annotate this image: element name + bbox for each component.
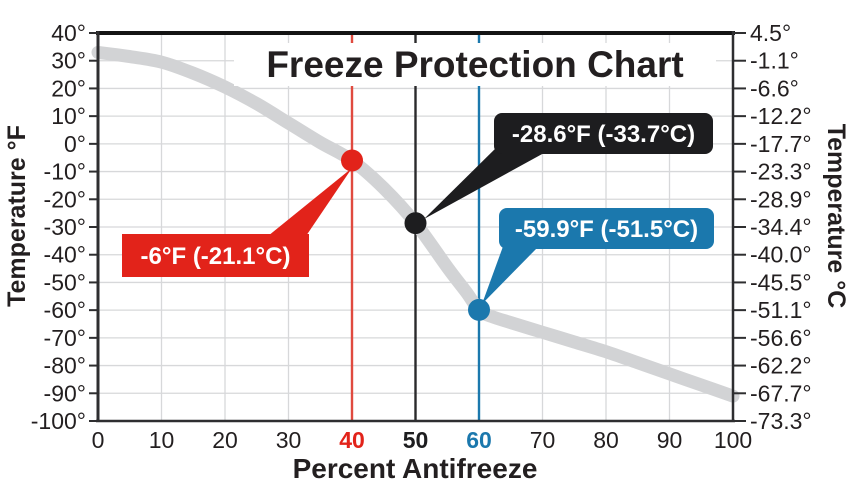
f-tick-label: -90°	[44, 380, 86, 406]
x-tick-label-30: 30	[276, 427, 302, 453]
c-tick-label: -34.4°	[750, 214, 812, 240]
callout-40: -6°F (-21.1°C)	[122, 168, 352, 277]
x-axis-title: Percent Antifreeze	[293, 453, 538, 484]
x-tick-label-80: 80	[593, 427, 619, 453]
x-tick-label-100: 100	[714, 427, 752, 453]
title-background	[234, 43, 716, 86]
f-tick-label: -60°	[44, 297, 86, 323]
c-tick-label: -23.3°	[750, 159, 812, 185]
c-tick-label: -51.1°	[750, 297, 812, 323]
callout-box	[499, 208, 714, 249]
x-tick-label-0: 0	[92, 427, 105, 453]
f-tick-label: 40°	[51, 20, 86, 46]
x-tick-label-70: 70	[530, 427, 556, 453]
c-tick-label: -1.1°	[750, 48, 799, 74]
data-point-60	[468, 298, 490, 321]
x-tick-label-20: 20	[212, 427, 238, 453]
x-tick-label-10: 10	[149, 427, 175, 453]
callout-50: -28.6°F (-33.7°C)	[424, 113, 713, 219]
data-point-40	[341, 149, 363, 172]
x-tick-label-60: 60	[466, 427, 492, 453]
c-tick-label: -56.6°	[750, 325, 812, 351]
f-tick-label: -80°	[44, 353, 86, 379]
y-axis-title-fahrenheit: Temperature °F	[3, 125, 31, 307]
c-tick-label: -62.2°	[750, 353, 812, 379]
x-tick-label-90: 90	[657, 427, 683, 453]
chart-title-group: Freeze Protection Chart	[234, 43, 716, 86]
f-tick-label: 10°	[51, 103, 86, 129]
c-tick-label: -67.7°	[750, 380, 812, 406]
callout-60: -59.9°F (-51.5°C)	[482, 208, 714, 304]
freeze-point-curve	[91, 45, 740, 403]
callout-label: -6°F (-21.1°C)	[141, 243, 291, 270]
f-tick-label: -50°	[44, 269, 86, 295]
c-tick-label: -28.9°	[750, 186, 812, 212]
x-tick-label-50: 50	[403, 427, 429, 453]
y-axis-title-celsius: Temperature °C	[822, 124, 850, 309]
c-tick-label: -6.6°	[750, 75, 799, 101]
callouts: -6°F (-21.1°C) -28.6°F (-33.7°C) -59.9°F (…	[122, 113, 714, 304]
f-tick-label: -20°	[44, 186, 86, 212]
x-tick-label-40: 40	[339, 427, 365, 453]
data-point-50	[404, 212, 427, 235]
callout-tail	[482, 241, 537, 304]
callout-tail	[424, 144, 544, 219]
f-tick-label: -40°	[44, 242, 86, 268]
callout-label: -28.6°F (-33.7°C)	[512, 121, 695, 148]
c-tick-label: -17.7°	[750, 131, 812, 157]
c-tick-label: -40.0°	[750, 242, 812, 268]
c-tick-label: 4.5°	[750, 20, 791, 46]
callout-box	[122, 234, 309, 277]
callout-box	[494, 113, 713, 154]
c-tick-label: -45.5°	[750, 269, 812, 295]
c-tick-label: -12.2°	[750, 103, 812, 129]
f-tick-label: 30°	[51, 48, 86, 74]
f-tick-label: -70°	[44, 325, 86, 351]
f-tick-label: -10°	[44, 159, 86, 185]
c-tick-label: -73.3°	[750, 408, 812, 434]
f-tick-label: -30°	[44, 214, 86, 240]
callout-tail	[268, 168, 352, 236]
axis-ticks-and-labels: 40°30°20°10°0°-10°-20°-30°-40°-50°-60°-7…	[31, 20, 812, 453]
f-tick-label: 0°	[64, 131, 86, 157]
f-tick-label: -100°	[31, 408, 86, 434]
f-tick-label: 20°	[51, 75, 86, 101]
callout-label: -59.9°F (-51.5°C)	[515, 216, 698, 243]
data-points	[341, 149, 490, 321]
chart-title: Freeze Protection Chart	[266, 44, 683, 85]
